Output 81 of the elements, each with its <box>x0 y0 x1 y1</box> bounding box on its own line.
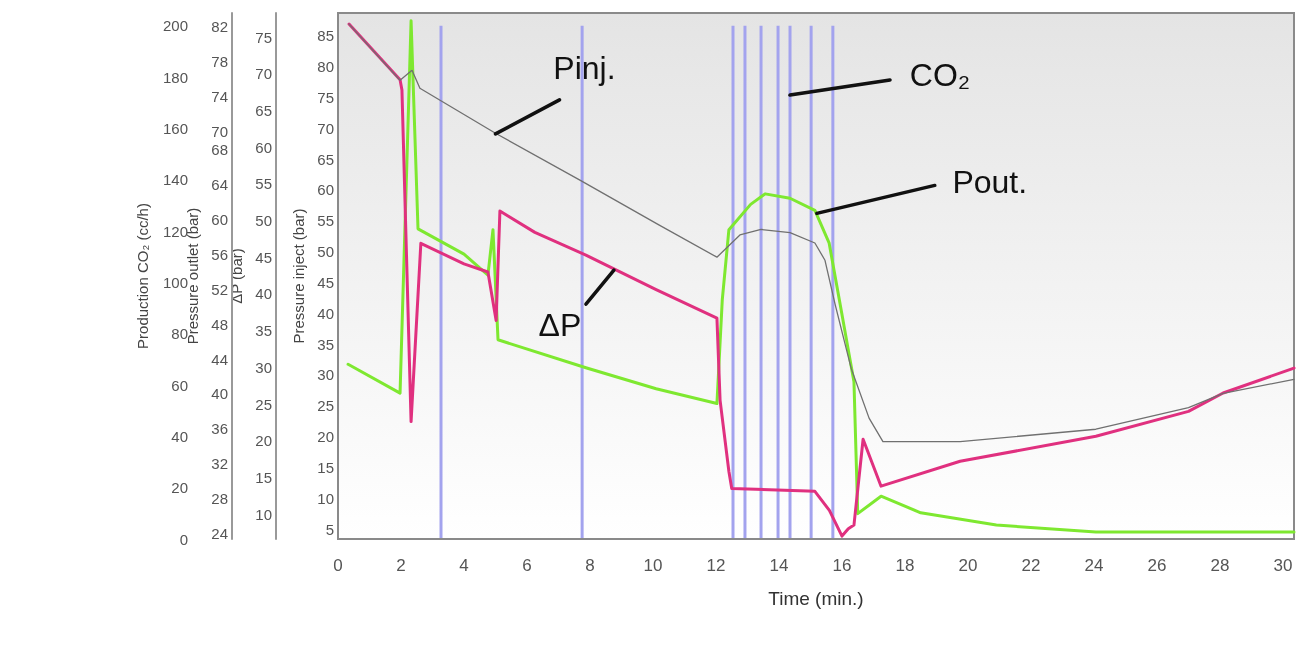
x-tick-label: 8 <box>585 556 595 575</box>
x-axis-title: Time (min.) <box>768 588 864 609</box>
y3-tick-label: 28 <box>211 490 228 508</box>
y2-tick-label: 15 <box>255 468 272 486</box>
y3-tick-label: 60 <box>211 210 228 228</box>
y3-tick-label: 68 <box>211 140 228 158</box>
y-axis-title: Pressure inject (bar) <box>290 208 308 344</box>
y2-tick-label: 20 <box>255 432 272 450</box>
x-tick-label: 28 <box>1210 556 1230 575</box>
line-series <box>348 23 1295 443</box>
y-tick-label: 10 <box>317 489 334 507</box>
y2-tick-label: 75 <box>255 28 272 46</box>
y2-tick-label: 40 <box>255 285 272 303</box>
x-tick-label: 10 <box>643 556 663 575</box>
x-tick-label: 20 <box>958 556 978 575</box>
y-tick-label: 65 <box>317 150 334 168</box>
y-tick-label: 40 <box>317 304 334 322</box>
x-tick-label: 6 <box>522 556 532 575</box>
y2-tick-label: 50 <box>255 212 272 230</box>
y-tick-label: 0 <box>179 530 188 548</box>
y3-tick-label: 44 <box>211 350 228 368</box>
y-tick-label: 75 <box>317 88 334 106</box>
y3-tick-label: 78 <box>211 53 228 71</box>
annotation: Pinj. <box>553 49 616 86</box>
y2-tick-label: 70 <box>255 65 272 83</box>
x-tick-label: 12 <box>706 556 726 575</box>
y3-tick-label: 32 <box>211 455 228 473</box>
y3-tick-label: 70 <box>211 123 228 141</box>
y-tick-label: 160 <box>162 119 188 137</box>
x-tick-label: 30 <box>1273 556 1293 575</box>
y-tick-label: 30 <box>317 366 334 384</box>
y-tick-label: 20 <box>317 428 334 446</box>
x-tick-label: 18 <box>895 556 915 575</box>
y3-tick-label: 74 <box>211 88 228 106</box>
y-tick-label: 200 <box>162 17 188 35</box>
x-tick-label: 4 <box>459 556 469 575</box>
annotation: CO₂ <box>909 57 971 93</box>
y-tick-label: 5 <box>325 520 334 538</box>
y2-tick-label: 45 <box>255 248 272 266</box>
x-tick-label: 24 <box>1084 556 1104 575</box>
y-tick-label: 50 <box>317 243 334 261</box>
y-tick-label: 35 <box>317 335 334 353</box>
y-tick-label: 85 <box>317 27 334 45</box>
y-tick-label: 40 <box>171 427 188 445</box>
y3-tick-label: 52 <box>211 280 228 298</box>
y2-tick-label: 60 <box>255 138 272 156</box>
y2-tick-label: 65 <box>255 102 272 120</box>
y-tick-label: 45 <box>317 273 334 291</box>
y3-tick-label: 82 <box>211 18 228 36</box>
y-tick-label: 60 <box>171 376 188 394</box>
y-tick-label: 25 <box>317 397 334 415</box>
y-tick-label: 60 <box>317 181 334 199</box>
annotation: ΔP <box>538 307 582 344</box>
x-tick-label: 26 <box>1147 556 1167 575</box>
y-tick-label: 80 <box>317 58 334 76</box>
x-tick-label: 14 <box>769 556 789 575</box>
annotation: Pout. <box>952 164 1028 201</box>
y-tick-label: 180 <box>162 68 188 86</box>
y3-tick-label: 56 <box>211 245 228 263</box>
x-tick-label: 16 <box>832 556 852 575</box>
y2-tick-label: 35 <box>255 322 272 340</box>
y-axis-title: Production CO₂ (cc/h) <box>134 203 151 349</box>
y3-tick-label: 40 <box>211 385 228 403</box>
y-tick-label: 70 <box>317 119 334 137</box>
y3-tick-label: 24 <box>211 525 228 543</box>
y-tick-label: 100 <box>162 273 188 291</box>
y3-tick-label: 64 <box>211 175 228 193</box>
y2-tick-label: 25 <box>255 395 272 413</box>
y-tick-label: 120 <box>162 222 188 240</box>
y-tick-label: 20 <box>171 479 188 497</box>
y-tick-label: 80 <box>171 325 188 343</box>
y3-tick-label: 48 <box>211 315 228 333</box>
y2-tick-label: 10 <box>255 505 272 523</box>
x-tick-label: 2 <box>396 556 406 575</box>
y-tick-label: 140 <box>162 171 188 189</box>
y3-tick-label: 36 <box>211 420 228 438</box>
x-tick-label: 22 <box>1021 556 1041 575</box>
y-tick-label: 15 <box>317 458 334 476</box>
y-tick-label: 55 <box>317 212 334 230</box>
y2-tick-label: 55 <box>255 175 272 193</box>
y2-tick-label: 30 <box>255 358 272 376</box>
